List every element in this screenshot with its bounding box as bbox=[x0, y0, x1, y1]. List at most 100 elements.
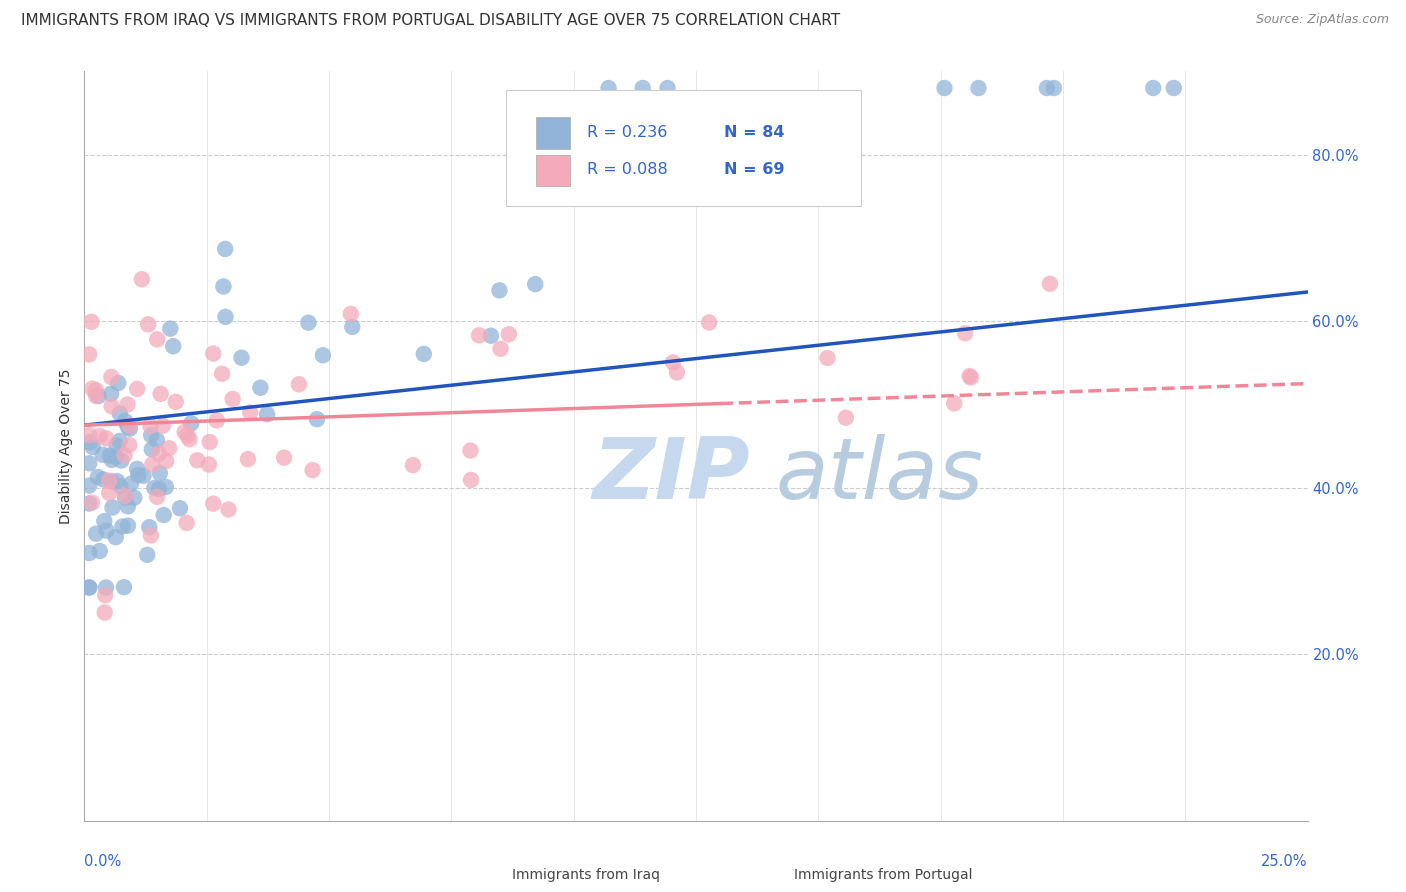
Point bbox=[202, 497, 225, 511]
Point bbox=[176, 516, 198, 530]
Point bbox=[959, 370, 981, 384]
Point bbox=[1163, 81, 1185, 95]
Point bbox=[91, 472, 114, 486]
Point bbox=[117, 500, 139, 514]
Point bbox=[139, 428, 162, 442]
Point bbox=[460, 443, 482, 458]
Point bbox=[132, 468, 155, 483]
Point bbox=[117, 518, 139, 533]
Point bbox=[180, 417, 202, 431]
Point bbox=[98, 486, 121, 500]
Point bbox=[1043, 81, 1066, 95]
Point bbox=[1142, 81, 1164, 95]
Point bbox=[125, 462, 148, 476]
Point bbox=[657, 81, 679, 95]
Point bbox=[402, 458, 425, 472]
Point bbox=[77, 347, 100, 361]
Point bbox=[87, 389, 110, 403]
Point bbox=[1036, 81, 1059, 95]
Point bbox=[214, 310, 236, 324]
Point bbox=[155, 454, 177, 468]
Point bbox=[104, 530, 127, 544]
Point bbox=[631, 81, 654, 95]
Point bbox=[101, 500, 124, 515]
Point bbox=[148, 482, 170, 496]
Point bbox=[162, 339, 184, 353]
Point bbox=[312, 348, 335, 362]
Point bbox=[127, 382, 149, 396]
Point bbox=[117, 420, 139, 434]
Point bbox=[77, 428, 100, 442]
Point bbox=[98, 474, 121, 488]
Text: Immigrants from Portugal: Immigrants from Portugal bbox=[794, 868, 973, 881]
Point bbox=[301, 463, 323, 477]
Point bbox=[943, 396, 966, 410]
Point bbox=[468, 328, 491, 343]
Point bbox=[934, 81, 956, 95]
Point bbox=[647, 112, 669, 127]
Point bbox=[100, 399, 122, 413]
Point bbox=[98, 449, 121, 463]
Point bbox=[96, 431, 118, 445]
Point bbox=[139, 528, 162, 542]
Point bbox=[202, 346, 225, 360]
Point bbox=[697, 316, 720, 330]
Text: 25.0%: 25.0% bbox=[1261, 855, 1308, 870]
Point bbox=[100, 475, 122, 489]
Point bbox=[77, 581, 100, 595]
Point bbox=[82, 382, 104, 396]
Point bbox=[77, 456, 100, 470]
Point bbox=[198, 458, 221, 472]
FancyBboxPatch shape bbox=[470, 865, 503, 884]
Point bbox=[104, 450, 127, 464]
Point bbox=[139, 419, 162, 434]
Point bbox=[77, 496, 100, 510]
FancyBboxPatch shape bbox=[536, 154, 569, 186]
Point bbox=[179, 432, 201, 446]
Point bbox=[148, 447, 170, 461]
Point bbox=[80, 315, 103, 329]
Point bbox=[100, 370, 122, 384]
Point bbox=[598, 81, 620, 95]
Point bbox=[89, 429, 111, 443]
Point bbox=[108, 434, 131, 448]
Text: Source: ZipAtlas.com: Source: ZipAtlas.com bbox=[1256, 13, 1389, 27]
Point bbox=[157, 442, 180, 456]
Point bbox=[173, 425, 195, 439]
FancyBboxPatch shape bbox=[751, 865, 786, 884]
Point bbox=[214, 242, 236, 256]
Point bbox=[488, 284, 510, 298]
Point bbox=[79, 435, 101, 450]
Point bbox=[93, 606, 115, 620]
Point bbox=[288, 377, 311, 392]
Point bbox=[212, 279, 235, 293]
Point bbox=[110, 479, 132, 493]
Point bbox=[118, 419, 141, 434]
Text: ZIP: ZIP bbox=[592, 434, 749, 517]
Point bbox=[122, 491, 145, 505]
Point bbox=[305, 412, 328, 426]
Point bbox=[221, 392, 243, 406]
Point bbox=[114, 491, 136, 505]
Point bbox=[77, 581, 100, 595]
Point bbox=[114, 448, 136, 462]
Point bbox=[152, 508, 174, 522]
Point bbox=[93, 514, 115, 528]
Point bbox=[1039, 277, 1062, 291]
Point bbox=[665, 366, 688, 380]
Y-axis label: Disability Age Over 75: Disability Age Over 75 bbox=[59, 368, 73, 524]
Point bbox=[87, 470, 110, 484]
Point bbox=[91, 448, 114, 462]
Point bbox=[84, 389, 107, 403]
Point bbox=[114, 489, 136, 503]
Point bbox=[662, 355, 685, 369]
Point bbox=[176, 428, 198, 442]
Point bbox=[146, 332, 169, 346]
Point bbox=[817, 351, 839, 365]
Point bbox=[489, 342, 512, 356]
Point bbox=[211, 367, 233, 381]
Point bbox=[143, 481, 166, 495]
Point bbox=[297, 316, 319, 330]
Point bbox=[94, 588, 117, 602]
Point bbox=[342, 319, 364, 334]
